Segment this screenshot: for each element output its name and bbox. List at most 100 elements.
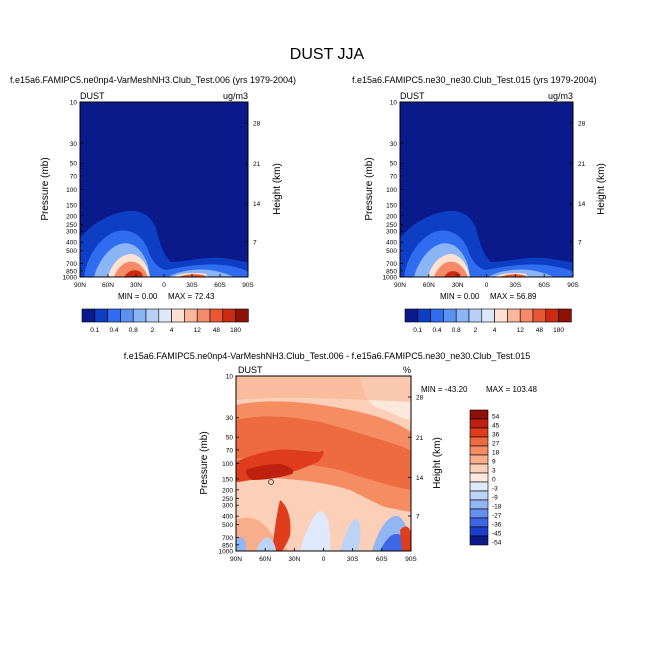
pressure-tick-label: 700 (66, 261, 77, 268)
latitude-tick-label: 90S (405, 556, 417, 563)
colorbar-swatch (469, 517, 489, 528)
height-tick-label: 14 (253, 201, 261, 208)
pressure-tick-label: 50 (390, 161, 398, 168)
colorbar-swatch (184, 308, 198, 323)
pressure-tick-label: 1000 (219, 549, 234, 556)
colorbar-label: 0.4 (109, 327, 118, 334)
panel-2-latitude-axis: 90N 60N 30N 0 30S 60S 90S (394, 274, 579, 289)
colorbar-label: 2 (151, 327, 155, 334)
colorbar-swatch (494, 308, 508, 323)
panel-2-y2label: Height (km) (596, 163, 607, 215)
panel-3-field (236, 376, 411, 551)
colorbar-swatch (519, 308, 534, 323)
colorbar-swatch (196, 308, 211, 323)
colorbar-label: -9 (492, 495, 498, 502)
latitude-tick-label: 60S (538, 282, 550, 289)
pressure-tick-label: 400 (66, 240, 77, 247)
colorbar-swatch (469, 490, 489, 501)
latitude-tick-label: 60N (102, 282, 114, 289)
pressure-tick-label: 100 (386, 187, 397, 194)
colorbar-swatch (120, 308, 134, 323)
colorbar-swatch (94, 308, 108, 323)
latitude-tick-label: 60N (423, 282, 435, 289)
colorbar-label: 180 (230, 327, 241, 334)
pressure-tick-label: 700 (386, 261, 397, 268)
panel-1-units: ug/m3 (223, 91, 248, 101)
panel-2: f.e15a6.FAMIPC5.ne30_ne30.Club_Test.015 … (352, 75, 607, 334)
latitude-tick-label: 30N (288, 556, 300, 563)
colorbar-swatch (469, 499, 489, 510)
colorbar-swatch (455, 308, 470, 323)
panel-1-colorbar: 0.1 0.4 0.8 2 4 12 48 180 (81, 308, 249, 334)
panel-3-colorbar: 54 45 36 27 18 9 3 0 -3 -9 -18 -27 -36 -45 -54 (469, 409, 502, 547)
colorbar-swatch (558, 308, 572, 323)
pressure-tick-label: 700 (222, 535, 233, 542)
colorbar-label: 45 (492, 423, 500, 430)
colorbar-swatch (481, 308, 495, 323)
panel-3-height-axis: 28 21 14 7 (408, 395, 424, 521)
colorbar-swatch (430, 308, 444, 323)
height-tick-label: 21 (578, 161, 586, 168)
colorbar-label: 3 (492, 468, 496, 475)
panel-1-field (80, 102, 248, 277)
pressure-tick-label: 100 (66, 187, 77, 194)
colorbar-label: 27 (492, 441, 500, 448)
colorbar-label: 4 (170, 327, 174, 334)
latitude-tick-label: 0 (322, 556, 326, 563)
colorbar-label: 48 (536, 327, 544, 334)
colorbar-swatch (469, 535, 489, 546)
latitude-tick-label: 60S (376, 556, 388, 563)
panel-1-height-axis: 28 21 14 7 (245, 121, 261, 247)
latitude-tick-label: 0 (162, 282, 166, 289)
pressure-tick-label: 400 (222, 514, 233, 521)
panel-2-field-label: DUST (400, 91, 425, 101)
latitude-tick-label: 90N (74, 282, 86, 289)
colorbar-swatch (545, 308, 559, 323)
pressure-tick-label: 30 (390, 141, 398, 148)
height-tick-label: 28 (253, 121, 261, 128)
colorbar-label: 48 (213, 327, 221, 334)
colorbar-swatch (235, 308, 249, 323)
colorbar-swatch (404, 308, 419, 323)
pressure-tick-label: 200 (386, 213, 397, 220)
pressure-tick-label: 850 (386, 268, 397, 275)
pressure-tick-label: 10 (70, 100, 78, 107)
pressure-tick-label: 50 (70, 161, 78, 168)
latitude-tick-label: 30N (452, 282, 464, 289)
panel-1-latitude-axis: 90N 60N 30N 0 30S 60S 90S (74, 274, 254, 289)
pressure-tick-label: 100 (222, 461, 233, 468)
pressure-tick-label: 30 (70, 141, 78, 148)
colorbar-label: 2 (474, 327, 478, 334)
panel-3-title: f.e15a6.FAMIPC5.ne0np4-VarMeshNH3.Club_T… (124, 351, 531, 361)
panel-2-ylabel: Pressure (mb) (364, 157, 375, 220)
height-tick-label: 14 (416, 475, 424, 482)
colorbar-label: 12 (517, 327, 525, 334)
panel-1-min: MIN = 0.00 (118, 292, 158, 301)
pressure-tick-label: 10 (226, 374, 234, 381)
pressure-tick-label: 10 (390, 100, 398, 107)
latitude-tick-label: 30N (130, 282, 142, 289)
pressure-tick-label: 200 (66, 213, 77, 220)
colorbar-label: 9 (492, 459, 496, 466)
colorbar-label: 0.8 (452, 327, 461, 334)
colorbar-swatch (469, 418, 489, 429)
pressure-tick-label: 150 (222, 476, 233, 483)
panel-3-field-label: DUST (238, 365, 263, 375)
latitude-tick-label: 30S (186, 282, 198, 289)
pressure-tick-label: 500 (222, 522, 233, 529)
colorbar-label: 0.8 (129, 327, 138, 334)
colorbar-swatch (417, 308, 431, 323)
colorbar-label: 18 (492, 450, 500, 457)
colorbar-swatch (469, 526, 489, 537)
panel-2-height-axis: 28 21 14 7 (570, 121, 586, 247)
latitude-tick-label: 90S (242, 282, 254, 289)
colorbar-label: 0.1 (90, 327, 99, 334)
colorbar-swatch (209, 308, 224, 323)
pressure-tick-label: 150 (66, 202, 77, 209)
colorbar-label: -54 (492, 540, 502, 547)
latitude-tick-label: 90N (394, 282, 406, 289)
colorbar-swatch (222, 308, 236, 323)
